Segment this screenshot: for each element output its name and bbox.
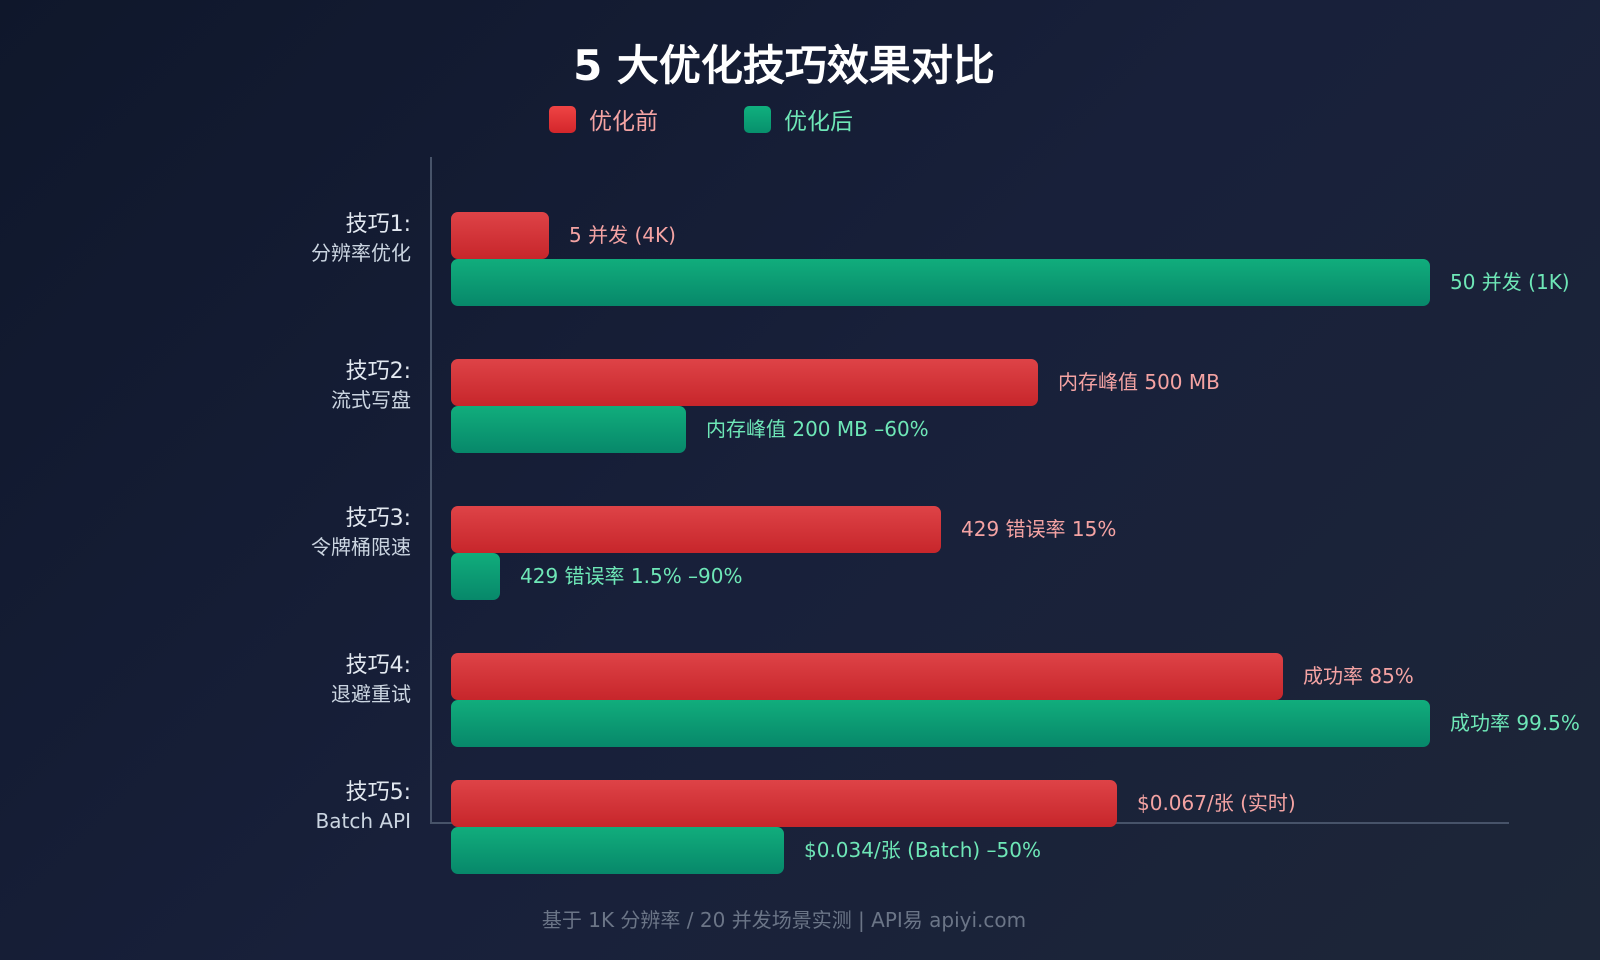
data-label-after: $0.034/张 (Batch) –50%	[804, 838, 1041, 862]
category-label-subtitle: Batch API	[315, 808, 412, 833]
legend-item-before: 优化前	[549, 102, 658, 136]
category-label-title: 技巧1:	[345, 212, 411, 237]
category-label-title: 技巧5:	[345, 780, 411, 805]
y-axis-line	[430, 157, 432, 824]
category-label-title: 技巧3:	[345, 506, 411, 531]
footer-note: 基于 1K 分辨率 / 20 并发场景实测 | API易 apiyi.com	[541, 908, 1027, 932]
category-label-title: 技巧4:	[345, 653, 411, 678]
legend-label-after: 优化后	[784, 109, 853, 135]
chart-title: 5 大优化技巧效果对比	[573, 41, 995, 90]
category-label-subtitle: 流式写盘	[331, 387, 411, 412]
category-label-subtitle: 令牌桶限速	[311, 534, 411, 559]
data-label-after: 50 并发 (1K)	[1450, 270, 1570, 294]
data-label-before: 内存峰值 500 MB	[1058, 370, 1220, 394]
legend: 优化前 优化后	[549, 102, 939, 136]
bar-before	[451, 780, 1117, 827]
category-label: 技巧2: 流式写盘	[331, 357, 411, 414]
data-label-after: 429 错误率 1.5% –90%	[520, 564, 743, 588]
bar-before	[451, 506, 941, 553]
category-label: 技巧5: Batch API	[316, 778, 412, 835]
category-label: 技巧1: 分辨率优化	[311, 210, 411, 267]
category-label-title: 技巧2:	[345, 359, 411, 384]
bar-after	[451, 553, 500, 600]
bar-after	[451, 827, 784, 874]
data-label-before: 5 并发 (4K)	[569, 223, 676, 247]
data-label-before: $0.067/张 (实时)	[1137, 791, 1296, 815]
legend-label-before: 优化前	[589, 109, 658, 135]
data-label-before: 429 错误率 15%	[961, 517, 1117, 541]
bar-before	[451, 212, 549, 259]
legend-item-after: 优化后	[744, 102, 853, 136]
category-label-subtitle: 退避重试	[331, 681, 411, 706]
bar-after	[451, 259, 1430, 306]
category-label-subtitle: 分辨率优化	[311, 240, 411, 265]
category-label: 技巧3: 令牌桶限速	[311, 504, 411, 561]
data-label-before: 成功率 85%	[1303, 664, 1414, 688]
legend-swatch-after	[744, 105, 771, 133]
category-label: 技巧4: 退避重试	[331, 651, 411, 708]
bar-before	[451, 653, 1283, 700]
bar-after	[451, 700, 1430, 747]
data-label-after: 内存峰值 200 MB –60%	[706, 417, 929, 441]
bar-after	[451, 406, 686, 453]
legend-swatch-before	[549, 105, 576, 133]
bar-before	[451, 359, 1038, 406]
data-label-after: 成功率 99.5%	[1450, 711, 1580, 735]
